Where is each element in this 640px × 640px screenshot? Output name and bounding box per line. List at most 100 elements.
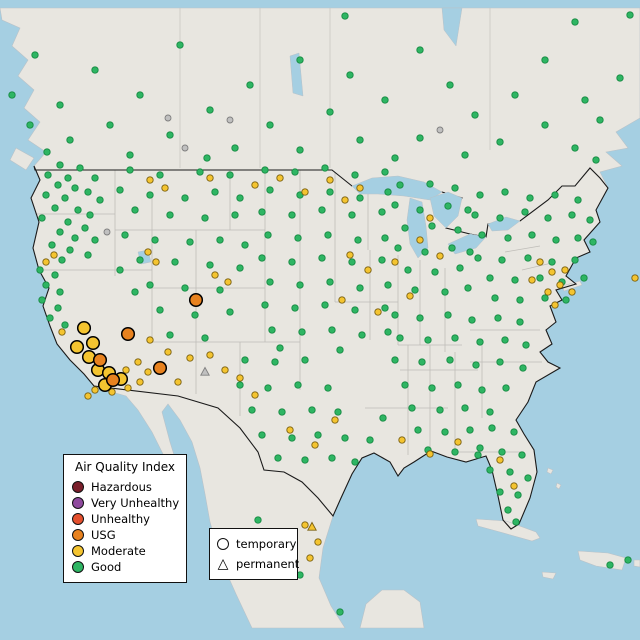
station-good [42,281,50,289]
station-good [571,256,579,264]
station-good [568,211,576,219]
station-good [384,281,392,289]
station-good [166,211,174,219]
station-good [211,188,219,196]
station-good [451,184,459,192]
station-good [291,168,299,176]
station-moderate [331,416,339,424]
station-good [301,356,309,364]
station-good [44,171,52,179]
station-good [428,222,436,230]
station-moderate [536,258,544,266]
us-state-lines [35,170,557,455]
station-good [96,196,104,204]
station-moderate [528,276,536,284]
legend-item-label: Hazardous [91,480,152,494]
legend-item-hazardous: Hazardous [72,479,178,495]
station-moderate [391,258,399,266]
station-moderate [406,292,414,300]
station-missing [103,228,111,236]
station-good [496,488,504,496]
station-good [496,138,504,146]
legend-item-moderate: Moderate [72,543,178,559]
station-moderate [122,366,130,374]
station-good [486,408,494,416]
station-good [261,301,269,309]
station-good [116,266,124,274]
station-good [488,424,496,432]
station-good [624,556,632,564]
station-good [288,258,296,266]
state-borders [35,170,557,455]
station-good [246,81,254,89]
station-moderate [556,281,564,289]
station-good [206,106,214,114]
station-good [31,51,39,59]
station-moderate [341,196,349,204]
station-good [156,171,164,179]
station-moderate [224,278,232,286]
station-good [401,381,409,389]
station-moderate [146,336,154,344]
station-good [324,384,332,392]
station-moderate [426,450,434,458]
station-good [201,214,209,222]
station-good [61,194,69,202]
station-good [446,81,454,89]
station-good [378,256,386,264]
station-good [156,306,164,314]
station-moderate [426,214,434,222]
station-good [491,294,499,302]
station-moderate [186,354,194,362]
station-missing [226,116,234,124]
station-good [264,384,272,392]
station-good [416,206,424,214]
station-good [261,166,269,174]
station-good [266,278,274,286]
station-good [426,180,434,188]
very-unhealthy-swatch [72,497,84,509]
station-good [226,308,234,316]
station-good [416,314,424,322]
station-good [146,191,154,199]
station-good [396,334,404,342]
station-good [444,202,452,210]
station-good [580,274,588,282]
station-type-legend: temporary △ permanent [209,528,299,580]
station-moderate [311,441,319,449]
station-good [381,168,389,176]
islands [9,147,640,629]
station-good [58,256,66,264]
station-moderate [236,374,244,382]
station-good [471,211,479,219]
station-usg-large [105,372,121,388]
station-good [8,91,16,99]
station-good [384,328,392,336]
station-good [516,318,524,326]
station-good [606,561,614,569]
station-good [541,56,549,64]
station-moderate [174,378,182,386]
station-good [181,194,189,202]
station-good [54,304,62,312]
lake-huron [429,191,463,229]
national-border [30,165,609,530]
station-good [394,244,402,252]
station-good [456,264,464,272]
canada-province-lines [179,8,491,168]
station-moderate [346,251,354,259]
station-good [411,286,419,294]
station-missing [436,126,444,134]
station-moderate [276,174,284,182]
station-good [574,196,582,204]
station-good [328,326,336,334]
station-moderate [356,184,364,192]
station-good [541,294,549,302]
legend-item-good: Good [72,559,178,575]
station-good [71,184,79,192]
station-good [66,246,74,254]
station-good [502,384,510,392]
station-good [51,271,59,279]
station-good [81,224,89,232]
station-moderate [568,288,576,296]
